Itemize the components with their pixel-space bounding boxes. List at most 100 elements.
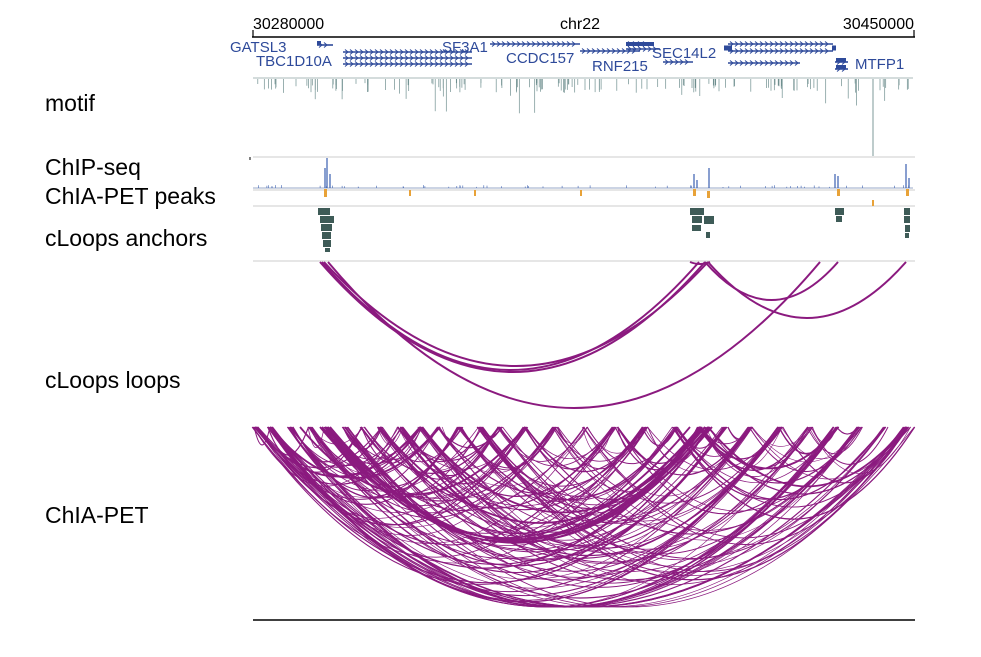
strand-arrow (551, 41, 556, 47)
strand-arrow (369, 55, 374, 61)
chiapet-arc (476, 426, 886, 560)
chiapet-arcs-track (251, 426, 916, 608)
strand-arrow (536, 41, 541, 47)
coordinate-ruler: 30280000 chr22 30450000 (252, 16, 915, 38)
strand-arrow (734, 60, 739, 66)
track-label-loops: cLoops loops (45, 367, 181, 393)
chiapet-arc (422, 426, 814, 554)
motif-track (253, 77, 913, 156)
cloops-anchor (320, 216, 334, 223)
strand-arrow (374, 55, 379, 61)
strand-arrow (379, 49, 384, 55)
strand-arrow (664, 59, 669, 65)
cloops-anchor (697, 225, 701, 231)
chiapet-arc (363, 426, 835, 588)
gene-label-mtfp1: MTFP1 (855, 56, 904, 73)
cloops-anchor (835, 208, 844, 215)
strand-arrow (769, 60, 774, 66)
chiapet-peak (693, 189, 696, 196)
chiapet-arc (309, 426, 402, 474)
strand-arrow (669, 59, 674, 65)
chiapet-arc (401, 426, 499, 477)
strand-arrow (621, 48, 626, 54)
strand-arrow (414, 61, 419, 67)
strand-arrow (449, 49, 454, 55)
strand-arrow (764, 60, 769, 66)
strand-arrow (824, 41, 829, 47)
chiapet-arc (476, 426, 646, 487)
chiapet-arc (253, 426, 271, 446)
chiapet-arc (524, 426, 860, 535)
strand-arrow (789, 48, 794, 54)
strand-arrow (344, 61, 349, 67)
chiapet-arc (377, 426, 675, 529)
strand-arrow (779, 60, 784, 66)
strand-arrow (424, 61, 429, 67)
strand-arrow (541, 41, 546, 47)
chiapet-arc (583, 426, 750, 497)
cloops-anchor (706, 232, 710, 238)
strand-arrow (749, 41, 754, 47)
strand-arrow (674, 59, 679, 65)
strand-arrow (601, 48, 606, 54)
cloops-loop-arc (323, 261, 709, 367)
chiapet-arc (288, 426, 363, 463)
chiapet-arc (342, 426, 528, 499)
gene-exon (832, 45, 836, 51)
chiapet-arc-strong (419, 426, 706, 514)
strand-arrow (764, 48, 769, 54)
strand-arrow (389, 55, 394, 61)
strand-arrow (779, 41, 784, 47)
chiapet-arc (583, 426, 910, 545)
strand-arrow (501, 41, 506, 47)
chiapet-arc (360, 426, 422, 464)
chiapet-arc-strong (379, 426, 701, 524)
chiapet-arc (363, 426, 500, 474)
strand-arrow (511, 41, 516, 47)
strand-arrow (774, 48, 779, 54)
chiapet-arc-strong (329, 426, 713, 543)
strand-arrow (769, 41, 774, 47)
strand-arrow (521, 41, 526, 47)
strand-arrow (344, 55, 349, 61)
strand-arrow (404, 61, 409, 67)
strand-arrow (647, 46, 652, 52)
strand-arrow (784, 60, 789, 66)
strand-arrow (439, 49, 444, 55)
cloops-anchor (905, 225, 910, 232)
strand-arrow (759, 48, 764, 54)
cloops-anchor (704, 216, 714, 224)
strand-arrow (454, 49, 459, 55)
gene-exon (836, 65, 846, 69)
chromosome-label: chr22 (560, 16, 600, 33)
chiapet-arc (256, 426, 464, 500)
strand-arrow (454, 61, 459, 67)
strand-arrow (814, 41, 819, 47)
cloops-anchor (905, 233, 909, 238)
chiapet-arc (616, 426, 834, 515)
chiapet-peak (580, 190, 582, 196)
strand-arrow (444, 61, 449, 67)
strand-arrow (739, 41, 744, 47)
strand-arrow (429, 49, 434, 55)
strand-arrow (774, 60, 779, 66)
strand-arrow (652, 46, 657, 52)
strand-arrow (819, 41, 824, 47)
strand-arrow (744, 41, 749, 47)
strand-arrow (784, 48, 789, 54)
cloops-anchor (904, 216, 910, 223)
strand-arrow (359, 61, 364, 67)
chiapet-arc-strong (299, 426, 526, 496)
strand-arrow (581, 48, 586, 54)
cloops-loop-arc (327, 261, 821, 409)
strand-arrow (424, 55, 429, 61)
chiapet-arc (399, 426, 527, 470)
chiapet-arc (751, 426, 811, 447)
strand-arrow (364, 61, 369, 67)
strand-arrow (566, 41, 571, 47)
gene-label-ccdc157: CCDC157 (506, 50, 574, 67)
chiapet-arc (552, 426, 859, 541)
chiapet-peak (837, 189, 840, 196)
strand-arrow (409, 55, 414, 61)
